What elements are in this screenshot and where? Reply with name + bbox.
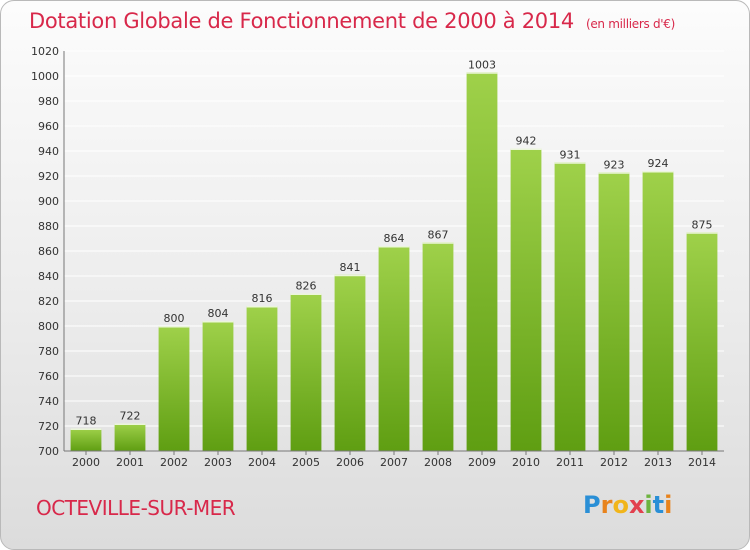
y-tick-label: 800 [38, 320, 59, 333]
bar-highlight [334, 274, 366, 277]
x-tick-label: 2008 [424, 456, 452, 469]
bar-layer [70, 72, 718, 451]
logo-letter: r [600, 491, 613, 519]
data-label: 722 [120, 410, 141, 423]
data-label: 924 [648, 157, 669, 170]
bar [422, 242, 454, 451]
bar [290, 293, 322, 451]
x-tick-label: 2001 [116, 456, 144, 469]
y-tick-label: 780 [38, 345, 59, 358]
bar-highlight [554, 162, 586, 164]
proxiti-logo: Proxiti [583, 491, 672, 519]
y-tick-label: 700 [38, 445, 59, 458]
data-label: 942 [516, 135, 537, 148]
title-text: Dotation Globale de Fonctionnement de 20… [29, 9, 574, 33]
bar [246, 306, 278, 451]
data-label: 931 [560, 148, 581, 161]
data-label: 804 [208, 307, 229, 320]
y-tick-label: 1020 [31, 45, 59, 58]
logo-letter: o [612, 491, 629, 519]
data-label: 816 [252, 292, 273, 305]
bar-highlight [114, 423, 146, 425]
commune-name: OCTEVILLE-SUR-MER [36, 496, 236, 520]
x-tick-label: 2006 [336, 456, 364, 469]
bar [642, 171, 674, 451]
x-tick-label: 2007 [380, 456, 408, 469]
data-label: 1003 [468, 58, 496, 71]
y-tick-label: 980 [38, 95, 59, 108]
y-tick-label: 940 [38, 145, 59, 158]
data-label: 718 [76, 415, 97, 428]
axis-layer: 700 720 740 760 780 800 820 840 860 880 900 920 940 9… [31, 45, 724, 469]
x-tick-label: 2013 [644, 456, 672, 469]
bar [378, 246, 410, 451]
bar [554, 162, 586, 451]
y-tick-label: 1000 [31, 70, 59, 83]
bar [334, 274, 366, 451]
bar [510, 148, 542, 451]
bar-highlight [598, 172, 630, 174]
x-tick-label: 2002 [160, 456, 188, 469]
chart-title: Dotation Globale de Fonctionnement de 20… [29, 9, 675, 33]
x-tick-label: 2004 [248, 456, 276, 469]
logo-letter: i [664, 491, 673, 519]
bar-highlight [510, 148, 542, 150]
data-label: 841 [340, 261, 361, 274]
y-tick-label: 900 [38, 195, 59, 208]
y-tick-label: 860 [38, 245, 59, 258]
bar [466, 72, 498, 451]
bar [114, 423, 146, 451]
logo-letter: x [628, 491, 645, 519]
y-tick-label: 920 [38, 170, 59, 183]
x-tick-label: 2009 [468, 456, 496, 469]
y-tick-label: 820 [38, 295, 59, 308]
data-label: 800 [164, 312, 185, 325]
logo-letter: P [583, 491, 601, 519]
y-tick-label: 720 [38, 420, 59, 433]
bar-highlight [378, 246, 410, 248]
y-tick-label: 840 [38, 270, 59, 283]
bar [686, 232, 718, 451]
bar [598, 172, 630, 451]
bar-highlight [202, 321, 234, 323]
bar-highlight [246, 306, 278, 308]
unit-note: (en milliers d'€) [585, 17, 675, 31]
bar [70, 428, 102, 451]
data-label: 923 [604, 158, 625, 171]
y-tick-label: 880 [38, 220, 59, 233]
bar-highlight [290, 293, 322, 295]
bar-highlight [70, 428, 102, 430]
data-label: 826 [296, 280, 317, 293]
x-tick-label: 2005 [292, 456, 320, 469]
x-tick-label: 2012 [600, 456, 628, 469]
x-tick-label: 2010 [512, 456, 540, 469]
logo-letter: t [652, 491, 665, 519]
data-label: 864 [384, 232, 405, 245]
y-tick-label: 740 [38, 395, 59, 408]
y-tick-label: 760 [38, 370, 59, 383]
bar [202, 321, 234, 451]
bar-highlight [642, 171, 674, 173]
bar-highlight [422, 242, 454, 244]
bar-highlight [158, 326, 190, 328]
logo-letter: i [644, 491, 653, 519]
bar-highlight [686, 232, 718, 234]
data-label: 867 [428, 228, 449, 241]
x-tick-label: 2014 [688, 456, 716, 469]
x-tick-label: 2003 [204, 456, 232, 469]
y-tick-label: 960 [38, 120, 59, 133]
x-tick-label: 2011 [556, 456, 584, 469]
bar-highlight [466, 72, 498, 74]
bar [158, 326, 190, 451]
x-tick-label: 2000 [72, 456, 100, 469]
data-label: 875 [692, 218, 713, 231]
